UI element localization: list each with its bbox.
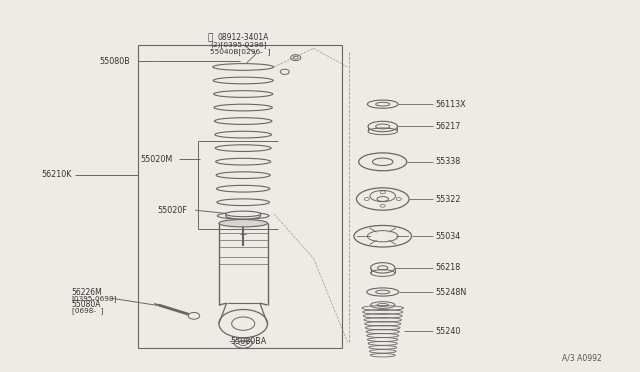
Ellipse shape [226, 212, 261, 219]
Ellipse shape [226, 211, 261, 217]
Text: 55020F: 55020F [157, 206, 188, 215]
Text: 55240: 55240 [435, 327, 461, 336]
Text: [0395-0698]: [0395-0698] [72, 295, 117, 302]
Text: (2)[0395-0296]: (2)[0395-0296] [210, 41, 266, 48]
Ellipse shape [219, 219, 268, 227]
Text: 55338: 55338 [435, 157, 460, 166]
Text: 55080BA: 55080BA [230, 337, 267, 346]
Text: 55020M: 55020M [141, 155, 173, 164]
Text: 56217: 56217 [435, 122, 461, 131]
Text: 55080A: 55080A [72, 300, 101, 309]
Text: 55080B: 55080B [99, 57, 130, 65]
Text: [0698-  ]: [0698- ] [72, 308, 103, 314]
Text: 08912-3401A: 08912-3401A [218, 33, 269, 42]
Text: A/3 A0992: A/3 A0992 [562, 353, 602, 362]
Text: 55034: 55034 [435, 232, 460, 241]
Text: 56226M: 56226M [72, 288, 102, 296]
Text: 56113X: 56113X [435, 100, 466, 109]
Text: 55040B[0296-  ]: 55040B[0296- ] [210, 48, 271, 55]
Text: 55322: 55322 [435, 195, 461, 203]
Text: 56218: 56218 [435, 263, 460, 272]
Text: 55248N: 55248N [435, 288, 467, 296]
Text: 56210K: 56210K [42, 170, 72, 179]
Text: Ⓝ: Ⓝ [207, 33, 212, 42]
